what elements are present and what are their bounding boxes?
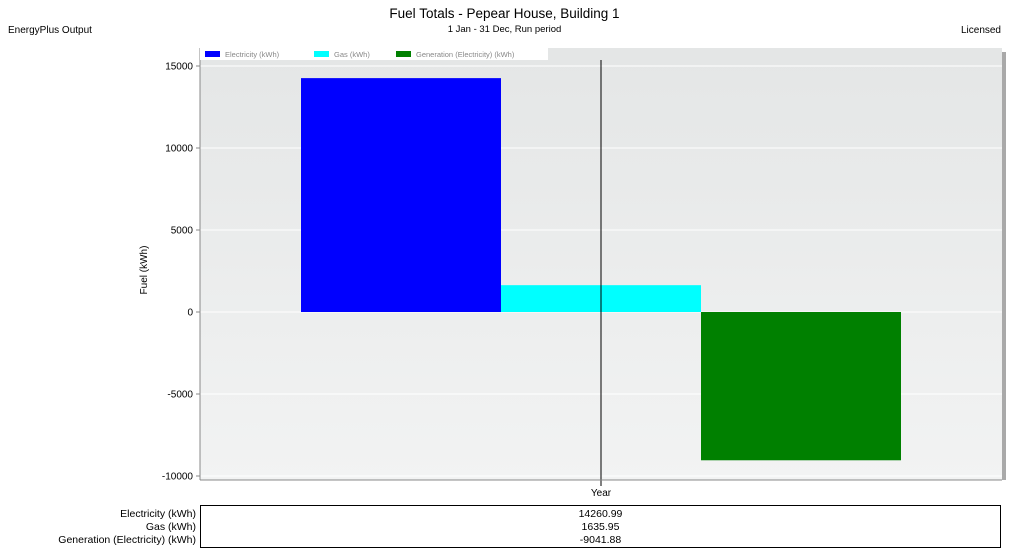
y-tick-labels: 15000 10000 5000 0 -5000 -10000 [162, 62, 200, 483]
summary-label-electricity: Electricity (kWh) [120, 508, 196, 520]
legend-swatch-1 [314, 51, 329, 57]
summary-value-electricity: 14260.99 [578, 508, 623, 520]
summary-value-gas: 1635.95 [581, 521, 620, 533]
chart-title: Fuel Totals - Pepear House, Building 1 [389, 6, 620, 21]
summary-table: 14260.99 1635.95 -9041.88 [200, 505, 1001, 548]
legend-swatch-0 [205, 51, 220, 57]
summary-value-generation: -9041.88 [579, 534, 622, 546]
summary-label-generation: Generation (Electricity) (kWh) [58, 534, 196, 546]
x-axis-label: Year [591, 488, 612, 499]
bars [301, 78, 901, 461]
y-tick-label: -5000 [167, 390, 193, 401]
y-tick-label: 0 [187, 308, 193, 319]
legend-swatch-2 [396, 51, 411, 57]
chart-subtitle: 1 Jan - 31 Dec, Run period [447, 24, 562, 35]
y-axis-label: Fuel (kWh) [139, 246, 150, 295]
y-tick-label: -10000 [162, 472, 194, 483]
legend: Electricity (kWh) Gas (kWh) Generation (El… [200, 48, 548, 60]
y-tick-label: 5000 [171, 226, 194, 237]
bar-chart: 15000 10000 5000 0 -5000 -10000 Electricity (… [139, 48, 1006, 499]
bar-0 [301, 78, 501, 312]
summary-label-gas: Gas (kWh) [145, 521, 196, 533]
header-right-text: Licensed [960, 25, 1001, 36]
y-tick-label: 10000 [165, 144, 193, 155]
y-tick-label: 15000 [165, 62, 193, 73]
header-left-text: EnergyPlus Output [8, 25, 92, 36]
legend-box [200, 48, 548, 60]
bar-2 [701, 312, 901, 461]
legend-label-1: Gas (kWh) [334, 50, 370, 59]
legend-label-0: Electricity (kWh) [225, 50, 280, 59]
legend-label-2: Generation (Electricity) (kWh) [416, 50, 515, 59]
